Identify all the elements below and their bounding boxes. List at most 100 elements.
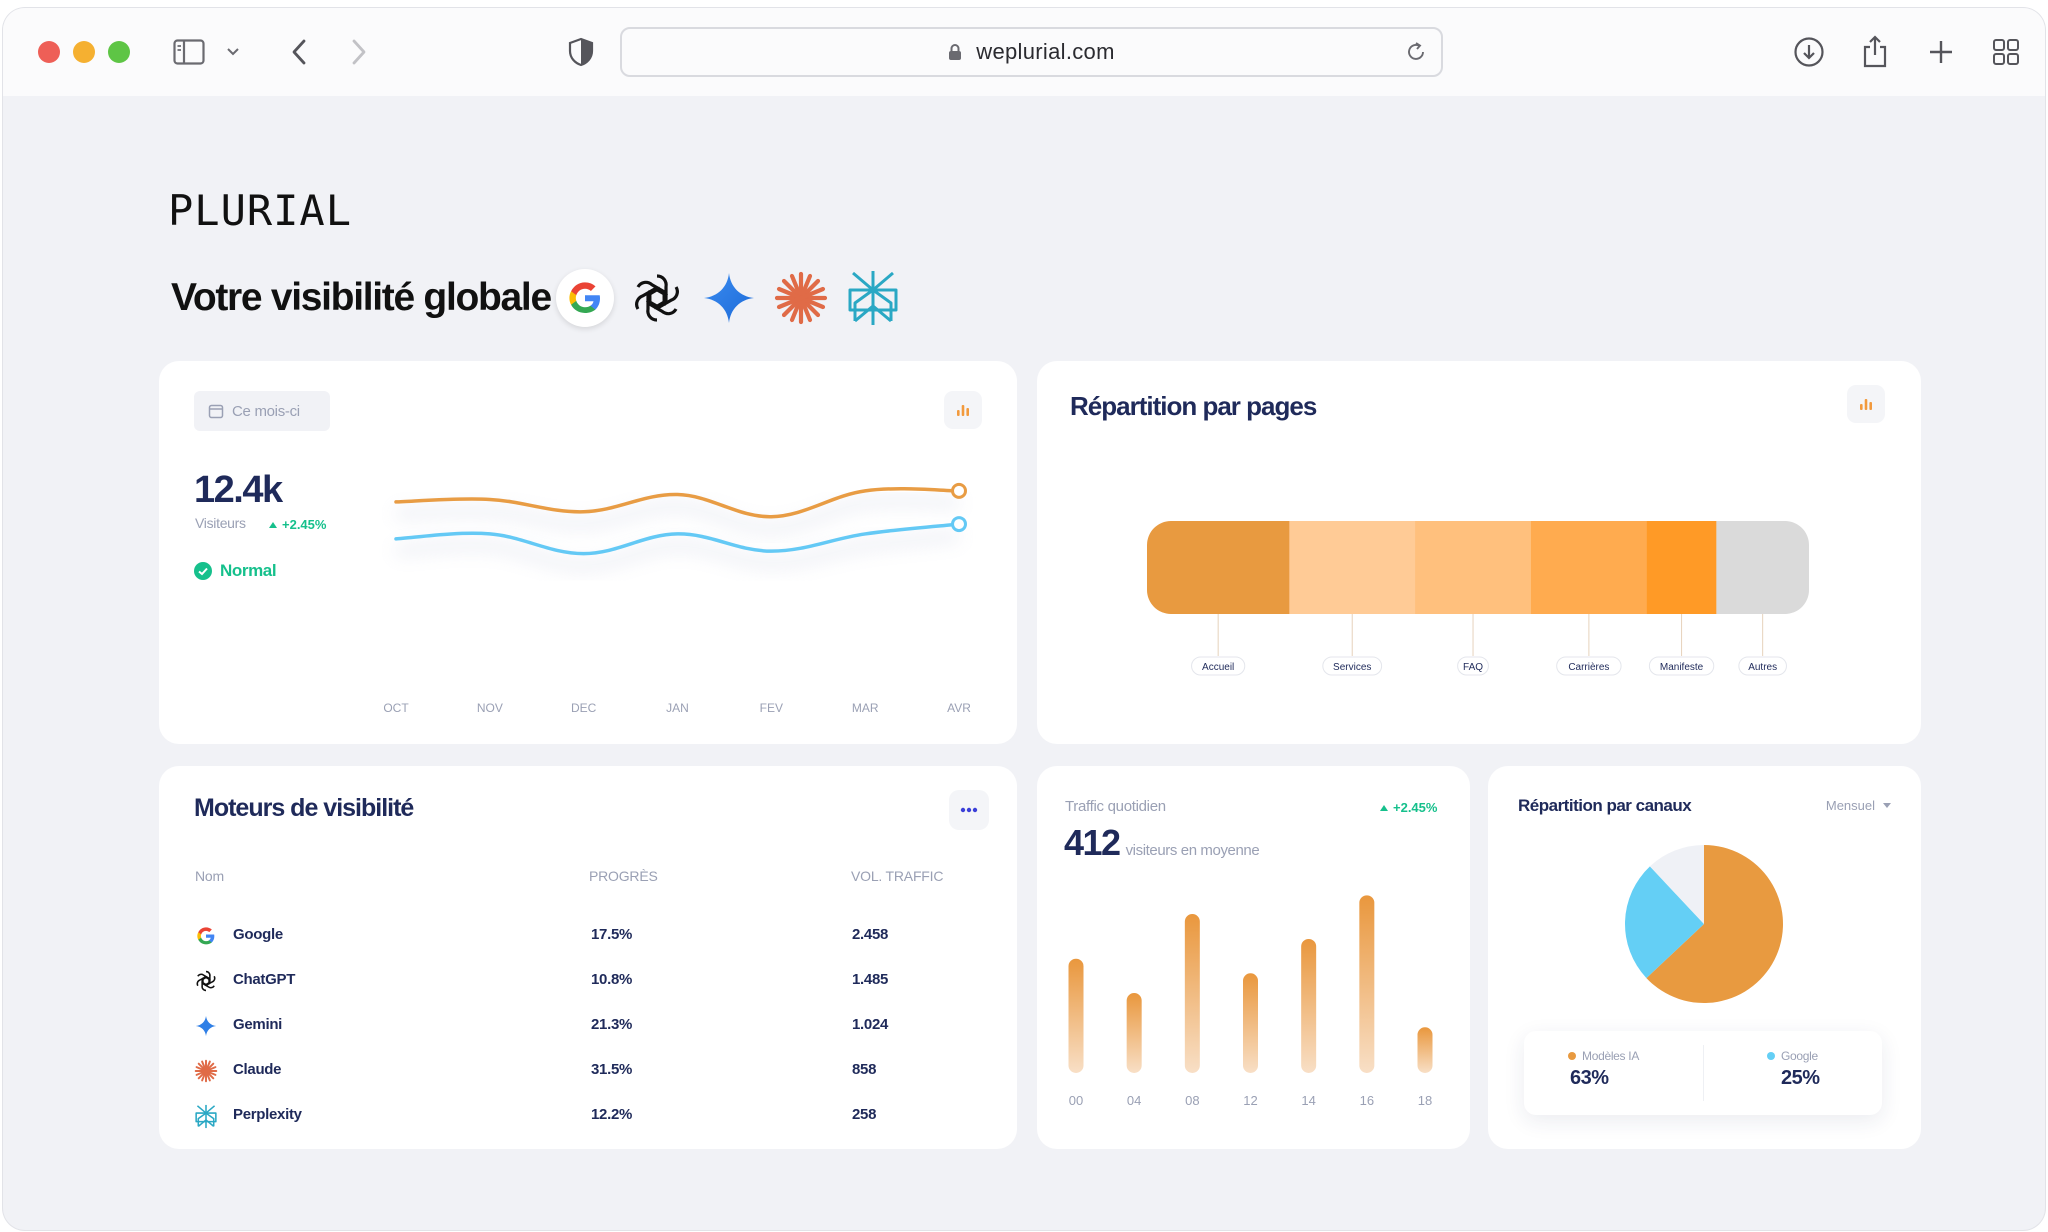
bar[interactable]: [1068, 958, 1084, 1073]
visitors-line-chart: OCT NOV DEC JAN FEV MAR AVR: [383, 482, 971, 715]
address-bar[interactable]: weplurial.com: [620, 27, 1443, 77]
page-segment[interactable]: [1289, 521, 1416, 614]
table-row[interactable]: Google 17.5% 2.458: [159, 914, 1017, 954]
claude-icon: [194, 1059, 218, 1083]
daily-bar-chart: 00 04 08 12 14 16 18: [1068, 895, 1433, 1108]
more-options-button[interactable]: [949, 790, 989, 830]
engine-progress: 21.3%: [591, 1016, 633, 1033]
daily-average-value: 412: [1064, 822, 1121, 863]
close-window-button[interactable]: [38, 41, 60, 63]
privacy-shield-icon[interactable]: [565, 36, 597, 68]
bar[interactable]: [1243, 973, 1258, 1073]
legend-dot: [1767, 1052, 1775, 1060]
daily-average: 412 visiteurs en moyenne: [1064, 822, 1260, 864]
pages-stacked-bar: Accueil Services FAQ Carrières Manifeste Autr…: [1147, 521, 1809, 676]
pie-slice[interactable]: [1646, 845, 1783, 1003]
engine-name: ChatGPT: [233, 971, 296, 988]
segment-label-pill: [1556, 656, 1622, 676]
x-tick-label: 04: [1127, 1093, 1141, 1108]
page-segment[interactable]: [1716, 521, 1809, 614]
trend-up-icon: [269, 521, 277, 528]
minimize-window-button[interactable]: [73, 41, 95, 63]
chevron-down-icon[interactable]: [223, 36, 243, 68]
segment-label: FAQ: [1463, 662, 1483, 673]
x-tick-label: DEC: [571, 701, 597, 715]
engine-logos: [556, 269, 902, 327]
browser-window: weplurial.com PLURIAL Votre visibilité g…: [3, 8, 2045, 1230]
x-tick-label: JAN: [666, 701, 689, 715]
x-tick-label: FEV: [760, 701, 783, 715]
chatgpt-icon: [194, 969, 218, 993]
caret-down-icon: [1883, 803, 1891, 808]
page-segment[interactable]: [1147, 521, 1290, 614]
pie-slice[interactable]: [1649, 845, 1704, 924]
page-segment[interactable]: [1415, 521, 1532, 614]
bar[interactable]: [1359, 895, 1375, 1073]
period-dropdown-label: Mensuel: [1825, 798, 1875, 813]
engines-card-title: Moteurs de visibilité: [194, 794, 414, 822]
calendar-icon: [208, 404, 224, 419]
status-label: Normal: [220, 561, 277, 580]
segment-label-pill: [1738, 656, 1787, 676]
visitors-card: Ce mois-ci 12.4k Visiteurs +2.45% Normal…: [159, 361, 1017, 744]
x-tick-label: NOV: [477, 701, 503, 715]
series-line: [394, 487, 961, 519]
x-tick-label: 12: [1243, 1093, 1257, 1108]
engine-volume: 2.458: [852, 926, 889, 943]
x-tick-label: 18: [1418, 1093, 1432, 1108]
gemini-logo-icon: [700, 269, 758, 327]
downloads-icon[interactable]: [1793, 36, 1825, 68]
bar[interactable]: [1417, 1027, 1433, 1073]
legend-item: Modèles IA 63%: [1568, 1049, 1639, 1090]
back-icon[interactable]: [283, 36, 315, 68]
gemini-icon: [194, 1014, 218, 1038]
bar[interactable]: [1184, 914, 1200, 1073]
page-segment[interactable]: [1530, 521, 1648, 614]
new-tab-icon[interactable]: [1925, 36, 1957, 68]
daily-traffic-card: Traffic quotidien +2.45% 412 visiteurs e…: [1037, 766, 1470, 1149]
lock-icon: [949, 44, 962, 60]
visitors-total: 12.4k: [194, 469, 283, 511]
table-row[interactable]: Perplexity 12.2% 258: [159, 1094, 1017, 1134]
daily-delta-value: +2.45%: [1393, 800, 1438, 815]
period-selector[interactable]: Ce mois-ci: [194, 391, 330, 431]
table-row[interactable]: Gemini 21.3% 1.024: [159, 1004, 1017, 1044]
sidebar-toggle-icon[interactable]: [173, 36, 205, 68]
table-row[interactable]: Claude 31.5% 858: [159, 1049, 1017, 1089]
legend-value: 25%: [1781, 1067, 1820, 1089]
channels-card: Répartition par canaux Mensuel Modèles I…: [1488, 766, 1921, 1149]
more-dots-icon: [960, 807, 978, 813]
visitors-label: Visiteurs: [195, 515, 246, 531]
engine-name: Perplexity: [233, 1106, 302, 1123]
forward-icon[interactable]: [343, 36, 375, 68]
legend-value: 63%: [1570, 1067, 1609, 1089]
check-circle-icon: [194, 562, 212, 580]
bar-chart-icon: [957, 405, 969, 416]
page-segment[interactable]: [1646, 521, 1717, 614]
segment-label-pill: [1322, 656, 1383, 676]
period-dropdown[interactable]: Mensuel: [1826, 798, 1891, 813]
legend-item: Google 25%: [1767, 1049, 1820, 1090]
chart-toggle-button[interactable]: [944, 391, 982, 429]
chatgpt-logo-icon: [628, 269, 686, 327]
pie-slice[interactable]: [1625, 866, 1704, 979]
chart-toggle-button[interactable]: [1847, 385, 1885, 423]
series-end-point[interactable]: [951, 482, 967, 499]
x-tick-label: 16: [1360, 1093, 1374, 1108]
trend-up-icon: [1380, 804, 1388, 811]
url-text: weplurial.com: [976, 39, 1115, 64]
google-icon: [194, 924, 218, 948]
daily-traffic-label: Traffic quotidien: [1065, 798, 1166, 815]
zoom-window-button[interactable]: [108, 41, 130, 63]
segment-label-pill: [1191, 656, 1246, 676]
page-title: Votre visibilité globale: [171, 276, 552, 319]
bar[interactable]: [1301, 938, 1317, 1073]
table-row[interactable]: ChatGPT 10.8% 1.485: [159, 959, 1017, 999]
channels-card-title: Répartition par canaux: [1518, 796, 1692, 815]
bar[interactable]: [1126, 993, 1142, 1073]
tab-overview-icon[interactable]: [1990, 36, 2022, 68]
share-icon[interactable]: [1859, 35, 1891, 68]
series-end-point[interactable]: [951, 516, 967, 533]
column-header-volume: VOL. TRAFFIC: [851, 868, 944, 884]
reload-icon[interactable]: [1405, 41, 1427, 63]
